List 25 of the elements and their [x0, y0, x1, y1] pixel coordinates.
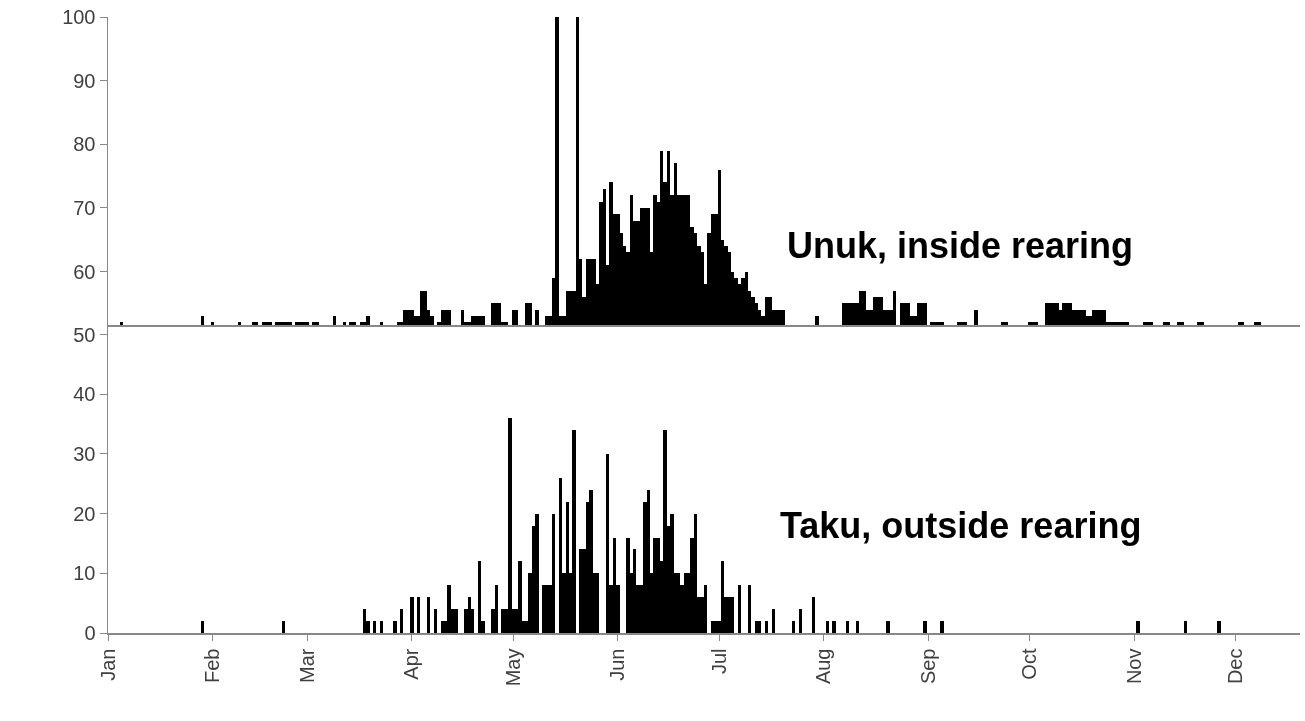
x-tick-label: Nov: [1123, 648, 1146, 685]
x-tick-label: Jan: [96, 648, 119, 681]
x-tick-label: Feb: [201, 648, 224, 683]
y-tick-label: 70: [73, 196, 96, 219]
x-tick-label: Aug: [812, 648, 835, 685]
x-tick-label: Oct: [1018, 648, 1041, 680]
y-tick-label: 30: [73, 442, 96, 465]
y-tick-label: 80: [73, 133, 96, 156]
y-tick-label: 90: [73, 69, 96, 92]
annotation: Taku, outside rearing: [780, 505, 1142, 546]
x-tick-label: Mar: [295, 648, 318, 683]
x-tick-label: Dec: [1224, 648, 1247, 685]
y-tick-label: 50: [73, 323, 96, 346]
x-tick-label: May: [501, 648, 524, 687]
y-tick-label: 0: [84, 622, 96, 644]
x-tick-label: Apr: [400, 648, 423, 680]
y-tick-label: 20: [73, 502, 96, 525]
x-tick-label: Jul: [707, 648, 730, 675]
y-tick-label: 10: [73, 562, 96, 585]
annotation: Unuk, inside rearing: [787, 225, 1134, 266]
x-tick-label: Jun: [606, 648, 629, 681]
y-tick-label: 40: [73, 383, 96, 406]
x-tick-label: Sep: [917, 648, 940, 685]
y-tick-label: 60: [73, 260, 96, 283]
y-tick-label: 100: [62, 6, 96, 28]
